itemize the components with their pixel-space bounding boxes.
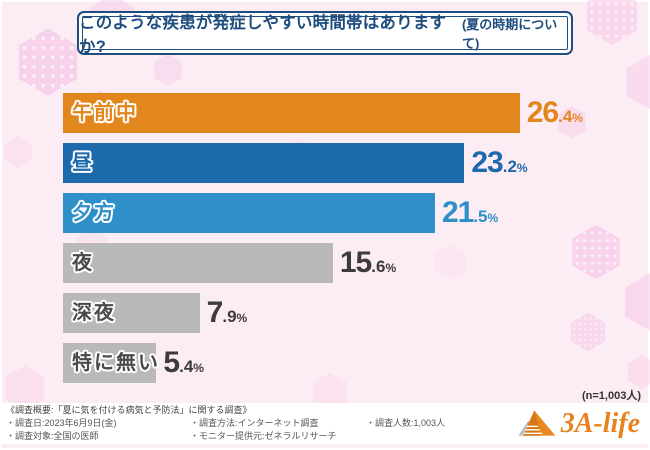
bar-category-label: 深夜 — [72, 302, 116, 324]
bar-3: 夜 — [63, 243, 333, 283]
survey-date: ・調査日:2023年6月9日(金) — [6, 417, 117, 428]
survey-respondents: ・調査人数:1,003人 — [366, 417, 446, 428]
bar-category-label: 午前中 — [72, 102, 138, 124]
sample-size-note: (n=1,003人) — [582, 390, 641, 402]
bar-5: 特に無い — [63, 343, 158, 383]
logo-text: 3A-life — [560, 407, 640, 439]
bar-row: 午前中 26.4% — [63, 93, 583, 133]
bar-4: 深夜 — [63, 293, 200, 333]
bar-0: 午前中 — [63, 93, 520, 133]
bar-row: 特に無い 5.4% — [63, 343, 582, 383]
survey-footer: 《調査概要:「夏に気を付ける病気と予防法」に関する調査》 ・調査日:2023年6… — [0, 403, 650, 444]
bar-row: 昼 23.2% — [63, 143, 582, 183]
survey-target: ・調査対象:全国の医師 — [6, 431, 99, 442]
bar-row: 深夜 7.9% — [63, 293, 582, 333]
bar-value-label: 15.6% — [339, 246, 397, 279]
bar-row: 夕方 21.5% — [63, 193, 582, 233]
logo: 3A-life — [517, 408, 640, 439]
bar-value-label: 26.4% — [526, 96, 583, 129]
bar-value-label: 23.2% — [471, 146, 528, 179]
bar-value-label: 5.4% — [163, 346, 204, 379]
survey-overview: 《調査概要:「夏に気を付ける病気と予防法」に関する調査》 — [6, 404, 252, 415]
bar-category-label: 特に無い — [72, 352, 160, 374]
chart-title-sub: (夏の時期について) — [461, 17, 558, 51]
bar-value-label: 21.5% — [441, 196, 499, 229]
pyramid-logo-icon — [518, 410, 555, 436]
bar-category-label: 昼 — [72, 152, 94, 174]
survey-monitor-provider: ・モニター提供元:ゼネラルリサーチ — [190, 431, 337, 442]
bar-row: 夜 15.6% — [63, 243, 582, 283]
survey-method: ・調査方法:インターネット調査 — [190, 417, 319, 428]
survey-details: 《調査概要:「夏に気を付ける病気と予防法」に関する調査》 ・調査日:2023年6… — [6, 404, 445, 443]
bar-2: 夕方 — [63, 193, 435, 233]
bar-1: 昼 — [63, 143, 465, 183]
bar-category-label: 夜 — [72, 252, 94, 274]
chart-title: このような疾患が発症しやすい時間帯はありますか? — [79, 14, 447, 56]
chart-title-box: このような疾患が発症しやすい時間帯はありますか? (夏の時期について) — [77, 11, 573, 56]
bar-chart: 午前中 26.4% 昼 23.2% 夕方 21.5% 夜 15.6% 深夜 7.9% 特に無い 5.4… — [63, 93, 583, 393]
bar-value-label: 7.9% — [206, 296, 248, 329]
bar-category-label: 夕方 — [72, 202, 116, 224]
